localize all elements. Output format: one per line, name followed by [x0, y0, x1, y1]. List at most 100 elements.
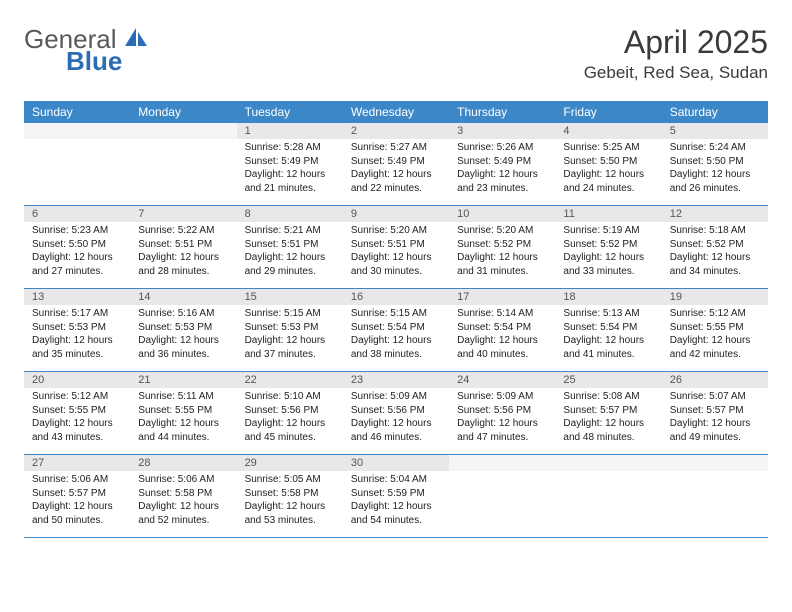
- day-body: Sunrise: 5:07 AMSunset: 5:57 PMDaylight:…: [662, 388, 768, 448]
- daylight-line: Daylight: 12 hours and 52 minutes.: [138, 500, 228, 527]
- daylight-line: Daylight: 12 hours and 27 minutes.: [32, 251, 122, 278]
- sunrise-line: Sunrise: 5:10 AM: [245, 390, 335, 404]
- daylight-line: Daylight: 12 hours and 23 minutes.: [457, 168, 547, 195]
- week-row: 27Sunrise: 5:06 AMSunset: 5:57 PMDayligh…: [24, 455, 768, 538]
- day-number: [662, 455, 768, 471]
- day-body: Sunrise: 5:12 AMSunset: 5:55 PMDaylight:…: [24, 388, 130, 448]
- day-number: 28: [130, 455, 236, 471]
- day-number: 14: [130, 289, 236, 305]
- sunrise-line: Sunrise: 5:15 AM: [351, 307, 441, 321]
- day-body: Sunrise: 5:22 AMSunset: 5:51 PMDaylight:…: [130, 222, 236, 282]
- sunrise-line: Sunrise: 5:11 AM: [138, 390, 228, 404]
- day-number: [449, 455, 555, 471]
- sunset-line: Sunset: 5:57 PM: [32, 487, 122, 501]
- sunset-line: Sunset: 5:55 PM: [32, 404, 122, 418]
- sunset-line: Sunset: 5:51 PM: [351, 238, 441, 252]
- daylight-line: Daylight: 12 hours and 31 minutes.: [457, 251, 547, 278]
- sunrise-line: Sunrise: 5:18 AM: [670, 224, 760, 238]
- sunset-line: Sunset: 5:50 PM: [32, 238, 122, 252]
- calendar-cell: 25Sunrise: 5:08 AMSunset: 5:57 PMDayligh…: [555, 372, 661, 454]
- day-number: [555, 455, 661, 471]
- daylight-line: Daylight: 12 hours and 44 minutes.: [138, 417, 228, 444]
- calendar-cell: 17Sunrise: 5:14 AMSunset: 5:54 PMDayligh…: [449, 289, 555, 371]
- sunrise-line: Sunrise: 5:26 AM: [457, 141, 547, 155]
- daylight-line: Daylight: 12 hours and 29 minutes.: [245, 251, 335, 278]
- daylight-line: Daylight: 12 hours and 36 minutes.: [138, 334, 228, 361]
- calendar-cell-blank: [449, 455, 555, 537]
- daylight-line: Daylight: 12 hours and 35 minutes.: [32, 334, 122, 361]
- sunset-line: Sunset: 5:53 PM: [245, 321, 335, 335]
- sunrise-line: Sunrise: 5:12 AM: [32, 390, 122, 404]
- sunset-line: Sunset: 5:54 PM: [457, 321, 547, 335]
- sunset-line: Sunset: 5:56 PM: [457, 404, 547, 418]
- calendar-cell: 18Sunrise: 5:13 AMSunset: 5:54 PMDayligh…: [555, 289, 661, 371]
- sunset-line: Sunset: 5:53 PM: [138, 321, 228, 335]
- daylight-line: Daylight: 12 hours and 41 minutes.: [563, 334, 653, 361]
- day-number: 17: [449, 289, 555, 305]
- calendar-cell-blank: [130, 123, 236, 205]
- sunrise-line: Sunrise: 5:05 AM: [245, 473, 335, 487]
- logo-text-blue: Blue: [66, 46, 122, 77]
- day-number: 3: [449, 123, 555, 139]
- day-header-cell: Saturday: [662, 101, 768, 123]
- weeks-container: 1Sunrise: 5:28 AMSunset: 5:49 PMDaylight…: [24, 123, 768, 538]
- day-number: 15: [237, 289, 343, 305]
- day-number: 8: [237, 206, 343, 222]
- day-body: Sunrise: 5:25 AMSunset: 5:50 PMDaylight:…: [555, 139, 661, 199]
- calendar-cell: 12Sunrise: 5:18 AMSunset: 5:52 PMDayligh…: [662, 206, 768, 288]
- day-body: [449, 471, 555, 477]
- day-number: 9: [343, 206, 449, 222]
- sunset-line: Sunset: 5:55 PM: [138, 404, 228, 418]
- day-body: Sunrise: 5:24 AMSunset: 5:50 PMDaylight:…: [662, 139, 768, 199]
- week-row: 6Sunrise: 5:23 AMSunset: 5:50 PMDaylight…: [24, 206, 768, 289]
- day-number: 6: [24, 206, 130, 222]
- location-text: Gebeit, Red Sea, Sudan: [584, 63, 768, 83]
- day-body: Sunrise: 5:15 AMSunset: 5:54 PMDaylight:…: [343, 305, 449, 365]
- daylight-line: Daylight: 12 hours and 24 minutes.: [563, 168, 653, 195]
- sunrise-line: Sunrise: 5:06 AM: [138, 473, 228, 487]
- sunset-line: Sunset: 5:52 PM: [457, 238, 547, 252]
- sunset-line: Sunset: 5:53 PM: [32, 321, 122, 335]
- day-body: Sunrise: 5:23 AMSunset: 5:50 PMDaylight:…: [24, 222, 130, 282]
- day-number: 27: [24, 455, 130, 471]
- day-body: Sunrise: 5:09 AMSunset: 5:56 PMDaylight:…: [449, 388, 555, 448]
- sunset-line: Sunset: 5:56 PM: [351, 404, 441, 418]
- day-header-row: SundayMondayTuesdayWednesdayThursdayFrid…: [24, 101, 768, 123]
- sunrise-line: Sunrise: 5:20 AM: [457, 224, 547, 238]
- day-number: 16: [343, 289, 449, 305]
- calendar-cell: 5Sunrise: 5:24 AMSunset: 5:50 PMDaylight…: [662, 123, 768, 205]
- day-body: Sunrise: 5:04 AMSunset: 5:59 PMDaylight:…: [343, 471, 449, 531]
- daylight-line: Daylight: 12 hours and 50 minutes.: [32, 500, 122, 527]
- calendar-cell: 6Sunrise: 5:23 AMSunset: 5:50 PMDaylight…: [24, 206, 130, 288]
- sunset-line: Sunset: 5:49 PM: [351, 155, 441, 169]
- day-body: Sunrise: 5:20 AMSunset: 5:51 PMDaylight:…: [343, 222, 449, 282]
- calendar-cell-blank: [662, 455, 768, 537]
- sunrise-line: Sunrise: 5:22 AM: [138, 224, 228, 238]
- daylight-line: Daylight: 12 hours and 42 minutes.: [670, 334, 760, 361]
- sunset-line: Sunset: 5:50 PM: [670, 155, 760, 169]
- calendar: SundayMondayTuesdayWednesdayThursdayFrid…: [24, 101, 768, 538]
- sunset-line: Sunset: 5:57 PM: [670, 404, 760, 418]
- calendar-cell: 1Sunrise: 5:28 AMSunset: 5:49 PMDaylight…: [237, 123, 343, 205]
- day-number: 2: [343, 123, 449, 139]
- daylight-line: Daylight: 12 hours and 54 minutes.: [351, 500, 441, 527]
- logo-sail-icon: [123, 26, 149, 53]
- week-row: 20Sunrise: 5:12 AMSunset: 5:55 PMDayligh…: [24, 372, 768, 455]
- day-body: Sunrise: 5:26 AMSunset: 5:49 PMDaylight:…: [449, 139, 555, 199]
- sunrise-line: Sunrise: 5:14 AM: [457, 307, 547, 321]
- daylight-line: Daylight: 12 hours and 22 minutes.: [351, 168, 441, 195]
- day-number: 13: [24, 289, 130, 305]
- sunset-line: Sunset: 5:52 PM: [563, 238, 653, 252]
- calendar-cell: 26Sunrise: 5:07 AMSunset: 5:57 PMDayligh…: [662, 372, 768, 454]
- day-number: 29: [237, 455, 343, 471]
- day-body: Sunrise: 5:08 AMSunset: 5:57 PMDaylight:…: [555, 388, 661, 448]
- calendar-cell: 7Sunrise: 5:22 AMSunset: 5:51 PMDaylight…: [130, 206, 236, 288]
- logo-blue-row: Blue: [30, 46, 122, 77]
- day-number: 10: [449, 206, 555, 222]
- day-header-cell: Sunday: [24, 101, 130, 123]
- calendar-cell: 8Sunrise: 5:21 AMSunset: 5:51 PMDaylight…: [237, 206, 343, 288]
- sunset-line: Sunset: 5:51 PM: [245, 238, 335, 252]
- calendar-cell: 4Sunrise: 5:25 AMSunset: 5:50 PMDaylight…: [555, 123, 661, 205]
- sunrise-line: Sunrise: 5:25 AM: [563, 141, 653, 155]
- calendar-cell: 30Sunrise: 5:04 AMSunset: 5:59 PMDayligh…: [343, 455, 449, 537]
